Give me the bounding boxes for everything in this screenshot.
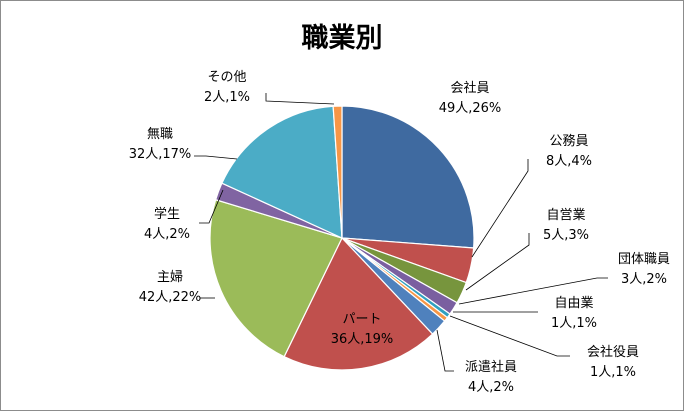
data-label: 派遣社員 4人,2% (465, 359, 517, 395)
leader-line (458, 277, 608, 305)
chart-title: 職業別 (302, 23, 383, 54)
data-label: 会社員 49人,26% (439, 80, 502, 116)
data-label: 自由業 1人,1% (551, 295, 597, 331)
pie-slice (332, 105, 343, 239)
pie-slice (341, 105, 475, 249)
data-label: 会社役員 1人,1% (587, 344, 639, 380)
leader-line (265, 93, 335, 105)
leader-line (471, 159, 529, 258)
pie-slice (221, 105, 343, 239)
data-label: パート 36人,19% (331, 312, 394, 347)
data-label: その他 2人,1% (204, 70, 250, 105)
data-label: 自営業 5人,3% (543, 207, 589, 243)
data-label: 公務員 8人,4% (546, 134, 592, 169)
leader-line (436, 329, 454, 372)
data-label: 無職 32人,17% (129, 127, 192, 162)
data-label: 学生 4人,2% (144, 206, 190, 242)
leader-line (449, 315, 570, 357)
leader-line (199, 189, 224, 224)
pie-slice (283, 236, 434, 371)
data-label: 団体職員 3人,2% (618, 252, 670, 287)
data-label: 主婦 42人,22% (139, 269, 202, 305)
leader-line (194, 155, 238, 160)
leader-line (465, 233, 530, 291)
